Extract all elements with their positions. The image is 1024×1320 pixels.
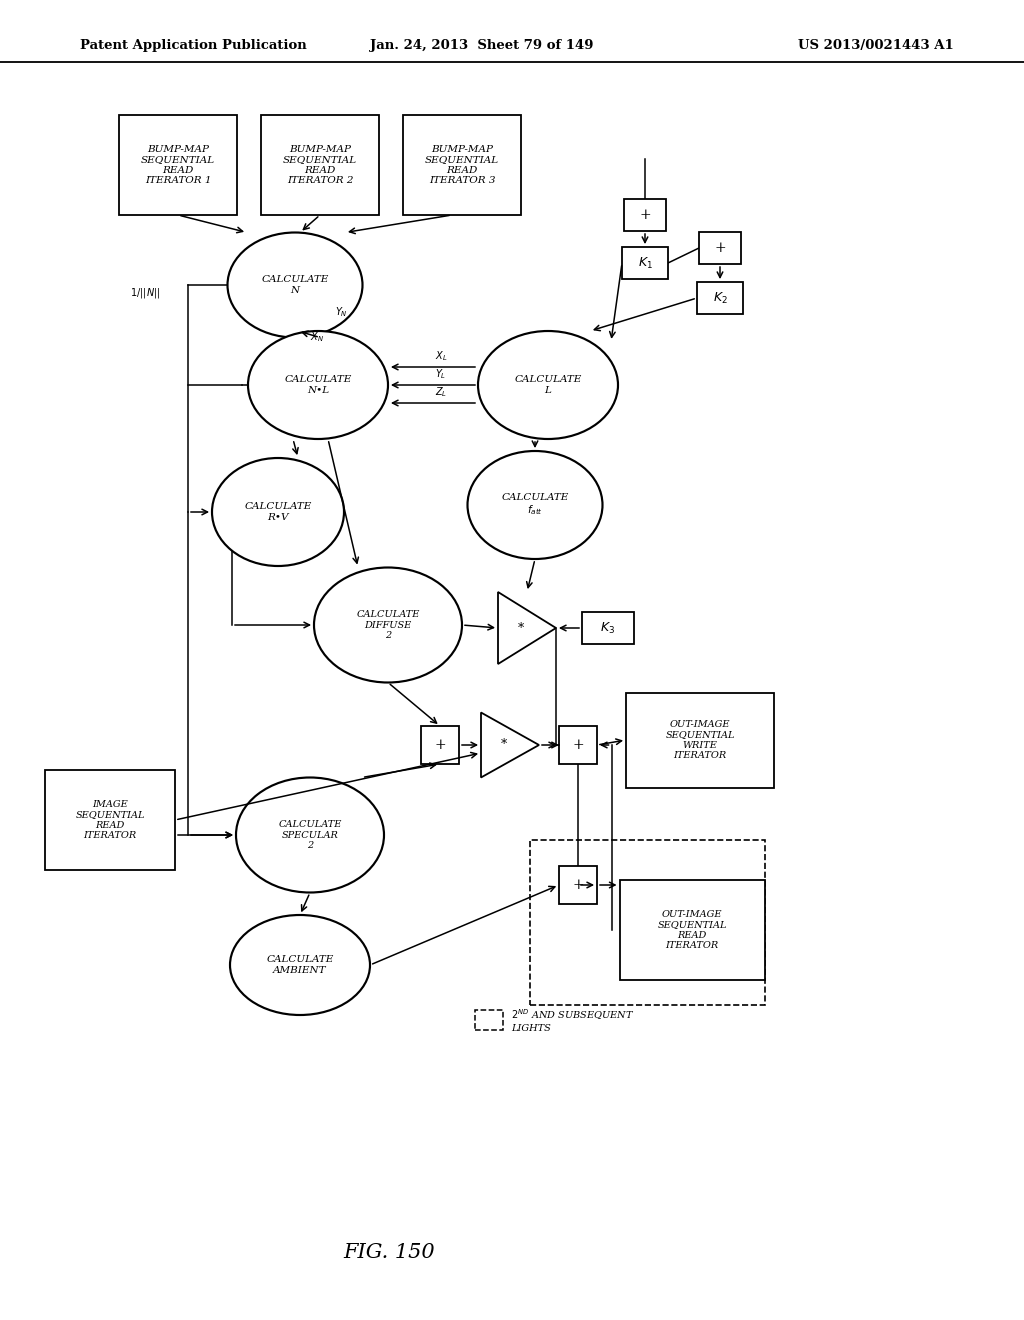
Ellipse shape [248, 331, 388, 440]
Bar [119, 115, 237, 215]
Text: $Z_L$: $Z_L$ [435, 385, 447, 399]
Bar [559, 726, 597, 764]
Bar [530, 840, 765, 1005]
Text: $X_L$: $X_L$ [435, 348, 447, 363]
Text: *: * [518, 622, 524, 635]
Text: +: + [572, 878, 584, 892]
Text: +: + [572, 738, 584, 752]
Text: CALCULATE
L: CALCULATE L [514, 375, 582, 395]
Text: $Y_L$: $Y_L$ [435, 367, 446, 380]
Text: Jan. 24, 2013  Sheet 79 of 149: Jan. 24, 2013 Sheet 79 of 149 [370, 38, 593, 51]
Text: +: + [714, 242, 726, 255]
Text: +: + [434, 738, 445, 752]
Text: CALCULATE
DIFFUSE
2: CALCULATE DIFFUSE 2 [356, 610, 420, 640]
Text: BUMP-MAP
SEQUENTIAL
READ
ITERATOR 3: BUMP-MAP SEQUENTIAL READ ITERATOR 3 [425, 145, 499, 185]
Bar [261, 115, 379, 215]
Ellipse shape [468, 451, 602, 558]
Polygon shape [481, 713, 539, 777]
Text: CALCULATE
SPECULAR
2: CALCULATE SPECULAR 2 [279, 820, 342, 850]
Bar [620, 880, 765, 979]
Text: $K_2$: $K_2$ [713, 290, 727, 305]
Text: $K_1$: $K_1$ [638, 256, 652, 271]
Bar [699, 232, 741, 264]
Ellipse shape [478, 331, 618, 440]
Bar [559, 866, 597, 904]
Bar [421, 726, 459, 764]
Text: $2^{ND}$ AND SUBSEQUENT
LIGHTS: $2^{ND}$ AND SUBSEQUENT LIGHTS [511, 1007, 634, 1032]
Text: $X_N$: $X_N$ [310, 330, 324, 343]
Bar [622, 247, 668, 279]
Ellipse shape [236, 777, 384, 892]
Bar [45, 770, 175, 870]
Bar [475, 1010, 503, 1030]
Text: CALCULATE
AMBIENT: CALCULATE AMBIENT [266, 956, 334, 974]
Text: Patent Application Publication: Patent Application Publication [80, 38, 307, 51]
Text: CALCULATE
N: CALCULATE N [261, 276, 329, 294]
Ellipse shape [212, 458, 344, 566]
Text: *: * [501, 738, 507, 751]
Text: FIG. 150: FIG. 150 [343, 1242, 435, 1262]
Text: OUT-IMAGE
SEQUENTIAL
WRITE
ITERATOR: OUT-IMAGE SEQUENTIAL WRITE ITERATOR [666, 719, 735, 760]
Bar [403, 115, 521, 215]
Text: CALCULATE
R•V: CALCULATE R•V [245, 503, 311, 521]
Text: OUT-IMAGE
SEQUENTIAL
READ
ITERATOR: OUT-IMAGE SEQUENTIAL READ ITERATOR [657, 909, 727, 950]
Bar [697, 282, 743, 314]
Text: BUMP-MAP
SEQUENTIAL
READ
ITERATOR 1: BUMP-MAP SEQUENTIAL READ ITERATOR 1 [141, 145, 215, 185]
Bar [624, 199, 666, 231]
Polygon shape [498, 591, 556, 664]
Bar [626, 693, 774, 788]
Text: CALCULATE
$f_{att}$: CALCULATE $f_{att}$ [502, 492, 568, 517]
Text: CALCULATE
N•L: CALCULATE N•L [285, 375, 351, 395]
Ellipse shape [314, 568, 462, 682]
Ellipse shape [227, 232, 362, 338]
Text: $1/||N||$: $1/||N||$ [130, 285, 161, 300]
Ellipse shape [230, 915, 370, 1015]
Text: $K_3$: $K_3$ [600, 620, 615, 635]
Bar [582, 612, 634, 644]
Text: IMAGE
SEQUENTIAL
READ
ITERATOR: IMAGE SEQUENTIAL READ ITERATOR [75, 800, 144, 840]
Text: US 2013/0021443 A1: US 2013/0021443 A1 [799, 38, 954, 51]
Text: $Y_N$: $Y_N$ [335, 305, 348, 319]
Text: +: + [639, 209, 651, 222]
Text: BUMP-MAP
SEQUENTIAL
READ
ITERATOR 2: BUMP-MAP SEQUENTIAL READ ITERATOR 2 [283, 145, 357, 185]
